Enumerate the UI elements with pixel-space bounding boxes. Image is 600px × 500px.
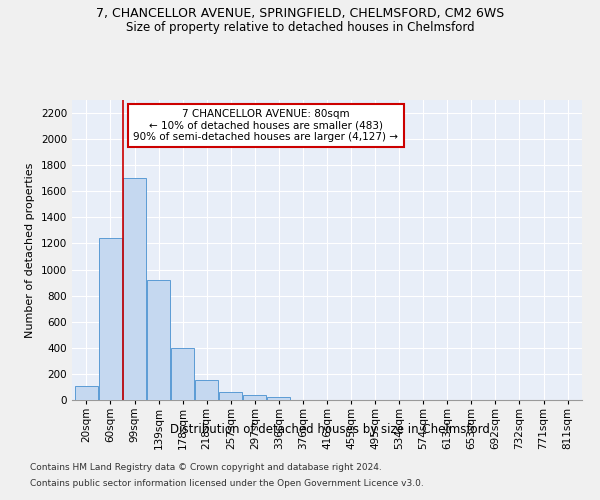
Bar — [123, 178, 146, 400]
Text: 7 CHANCELLOR AVENUE: 80sqm
← 10% of detached houses are smaller (483)
90% of sem: 7 CHANCELLOR AVENUE: 80sqm ← 10% of deta… — [133, 109, 398, 142]
Text: Contains public sector information licensed under the Open Government Licence v3: Contains public sector information licen… — [30, 478, 424, 488]
Bar — [244, 395, 266, 400]
Bar — [147, 280, 170, 400]
Text: Size of property relative to detached houses in Chelmsford: Size of property relative to detached ho… — [125, 21, 475, 34]
Bar — [195, 380, 218, 400]
Bar — [75, 386, 98, 400]
Text: Contains HM Land Registry data © Crown copyright and database right 2024.: Contains HM Land Registry data © Crown c… — [30, 464, 382, 472]
Bar — [220, 392, 242, 400]
Text: 7, CHANCELLOR AVENUE, SPRINGFIELD, CHELMSFORD, CM2 6WS: 7, CHANCELLOR AVENUE, SPRINGFIELD, CHELM… — [96, 8, 504, 20]
Bar — [268, 396, 290, 400]
Bar — [171, 348, 194, 400]
Y-axis label: Number of detached properties: Number of detached properties — [25, 162, 35, 338]
Text: Distribution of detached houses by size in Chelmsford: Distribution of detached houses by size … — [170, 422, 490, 436]
Bar — [99, 238, 122, 400]
